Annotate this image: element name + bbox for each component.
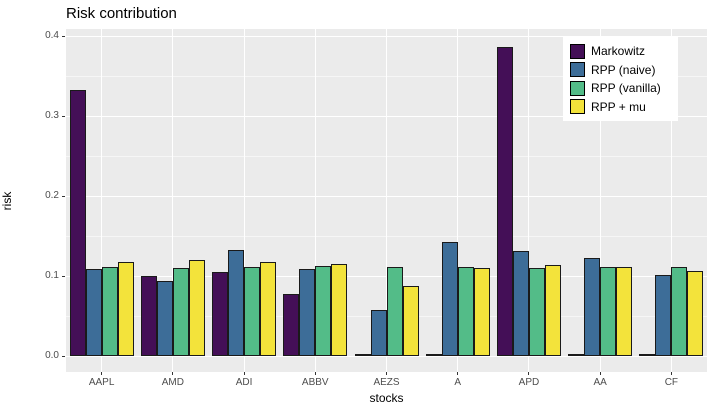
bar: [528, 268, 545, 356]
bar: [299, 269, 316, 356]
bar: [69, 90, 86, 356]
bar: [172, 268, 189, 356]
legend-label: RPP (naive): [591, 62, 656, 77]
x-tick-mark: [386, 372, 387, 375]
bar: [544, 265, 561, 356]
category-gridline: [599, 29, 601, 372]
category-gridline: [670, 29, 672, 372]
bar: [212, 272, 229, 356]
category-gridline: [172, 29, 174, 372]
legend-swatch-markowitz: [570, 43, 585, 59]
bar: [457, 267, 474, 356]
bar: [85, 269, 102, 356]
legend-label: Markowitz: [591, 44, 646, 59]
bar: [354, 354, 371, 356]
bar: [600, 267, 617, 356]
legend-entry: RPP + mu: [570, 98, 678, 117]
y-tick-mark: [62, 36, 65, 37]
bar: [386, 267, 403, 356]
legend-label: RPP (vanilla): [591, 81, 661, 96]
x-tick-label: CF: [664, 377, 679, 388]
bar: [402, 286, 419, 356]
bar: [687, 271, 704, 356]
x-axis-title: stocks: [369, 391, 404, 405]
category-gridline: [528, 29, 530, 372]
y-tick-mark: [62, 196, 65, 197]
x-tick-label: AA: [593, 377, 607, 388]
legend-entry: RPP (naive): [570, 61, 678, 80]
bar: [117, 262, 134, 356]
x-tick-label: ABBV: [301, 377, 329, 388]
category-gridline: [243, 29, 245, 372]
bar: [260, 262, 277, 356]
legend-swatch-rpp-naive-: [570, 62, 585, 78]
bar: [616, 267, 633, 356]
x-tick-mark: [528, 372, 530, 375]
bar: [188, 260, 205, 356]
y-tick-label: 0.2: [45, 190, 59, 201]
bar: [671, 267, 688, 356]
bar: [315, 266, 332, 356]
bar: [101, 267, 118, 356]
x-tick-label: APD: [518, 377, 540, 388]
chart-title: Risk contribution: [66, 5, 177, 22]
y-tick-label: 0.1: [45, 270, 59, 281]
bar: [655, 275, 672, 356]
x-tick-label: AEZS: [373, 377, 400, 388]
y-tick-mark: [62, 356, 65, 357]
y-tick-label: 0.4: [45, 30, 59, 41]
bar: [639, 354, 656, 356]
bar: [584, 258, 601, 356]
bar: [425, 354, 442, 356]
category-gridline: [101, 29, 103, 372]
x-tick-mark: [457, 372, 459, 375]
bar: [283, 294, 300, 356]
category-gridline: [314, 29, 316, 372]
x-tick-label: ADI: [235, 377, 253, 388]
legend-swatch-rpp-mu: [570, 99, 585, 115]
bar: [568, 354, 585, 356]
bar: [228, 250, 245, 356]
bar: [441, 242, 458, 356]
x-tick-mark: [670, 372, 672, 375]
y-axis-title: risk: [0, 191, 14, 211]
bar: [156, 281, 173, 356]
x-tick-label: AAPL: [88, 377, 115, 388]
bar: [331, 264, 348, 356]
y-tick-mark: [62, 116, 65, 117]
y-tick-mark: [62, 276, 65, 277]
category-gridline: [457, 29, 459, 372]
legend-swatch-rpp-vanilla-: [570, 80, 585, 96]
legend-entry: RPP (vanilla): [570, 79, 678, 98]
x-tick-mark: [172, 372, 174, 375]
bar: [496, 47, 513, 356]
y-tick-label: 0.0: [45, 350, 59, 361]
legend: Markowitz RPP (naive) RPP (vanilla) RPP + m…: [563, 37, 678, 121]
bar: [512, 251, 529, 356]
x-tick-mark: [314, 372, 316, 375]
legend-entry: Markowitz: [570, 42, 678, 61]
x-tick-mark: [101, 372, 103, 375]
category-gridline: [386, 29, 387, 372]
x-tick-label: A: [454, 377, 462, 388]
bar: [244, 267, 261, 356]
bar: [140, 276, 157, 356]
y-tick-label: 0.3: [45, 110, 59, 121]
legend-label: RPP + mu: [591, 99, 646, 114]
bar: [473, 268, 490, 356]
bar: [370, 310, 387, 356]
x-tick-mark: [599, 372, 601, 375]
x-tick-mark: [243, 372, 245, 375]
x-tick-label: AMD: [161, 377, 184, 388]
